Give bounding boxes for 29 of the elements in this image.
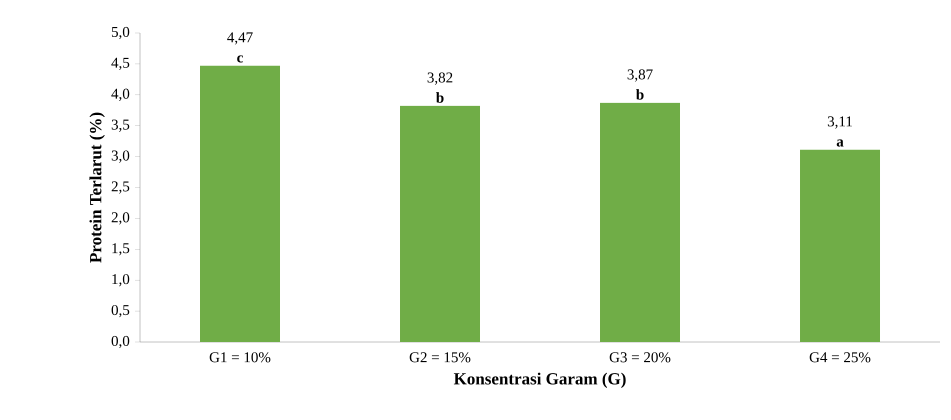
y-tick-label: 2,5: [112, 181, 130, 194]
data-label: 3,11: [828, 116, 852, 129]
annotation: c: [237, 55, 243, 63]
y-axis-title: Protein Terlarut (%): [89, 112, 105, 263]
x-tick-label: G1 = 10%: [210, 352, 270, 362]
y-tick-label: 2,0: [112, 212, 130, 225]
x-axis-title: Konsentrasi Garam (G): [454, 372, 626, 388]
y-tick-label: 3,0: [112, 150, 130, 163]
bar: [800, 150, 880, 342]
y-tick-label: 3,5: [112, 120, 130, 132]
x-tick-label: G2 = 15%: [410, 352, 470, 362]
bar: [600, 102, 680, 342]
y-tick-label: 4,0: [111, 88, 130, 101]
x-tick-label: G4 = 25%: [810, 352, 870, 362]
y-tick-label: 1,5: [112, 243, 130, 256]
x-tick-label: G3 = 20%: [610, 352, 670, 362]
annotation: a: [836, 139, 844, 147]
y-tick-label: 0,0: [112, 336, 130, 348]
y-tick-label: 5,0: [112, 26, 130, 40]
annotation: b: [636, 89, 644, 100]
data-label: 3,87: [628, 69, 653, 82]
y-tick-label: 4,5: [111, 58, 130, 70]
bar: [200, 66, 280, 342]
data-label: 4,47: [227, 32, 253, 45]
annotation: b: [436, 92, 444, 103]
bar: [400, 106, 480, 342]
y-tick-label: 0,5: [112, 304, 130, 318]
y-tick-label: 1,0: [112, 274, 130, 286]
data-label: 3,82: [428, 72, 452, 85]
